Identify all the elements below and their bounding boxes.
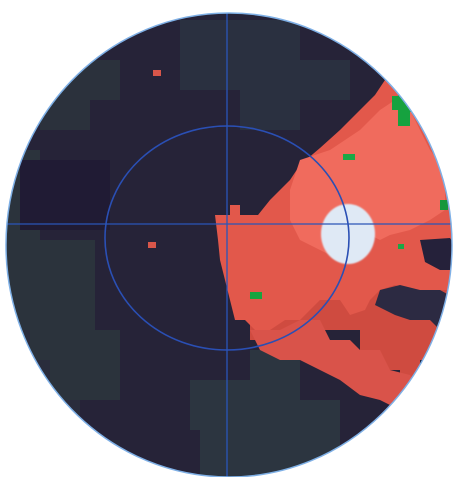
green-patch-small <box>398 244 404 249</box>
defect-notch-dark <box>375 285 452 330</box>
blind-spot-marker <box>321 204 375 264</box>
outer-ring <box>5 12 453 477</box>
green-patch-edge <box>440 200 448 210</box>
red-speck-left <box>148 242 156 248</box>
field-mid-left-dark <box>20 160 110 230</box>
field-top-region <box>180 20 350 130</box>
defect-notch-dark-2 <box>420 238 452 270</box>
green-patch-mid <box>343 154 355 160</box>
red-speck-top <box>153 70 161 76</box>
defect-region-lower <box>250 320 430 420</box>
green-patch-low <box>250 292 262 299</box>
